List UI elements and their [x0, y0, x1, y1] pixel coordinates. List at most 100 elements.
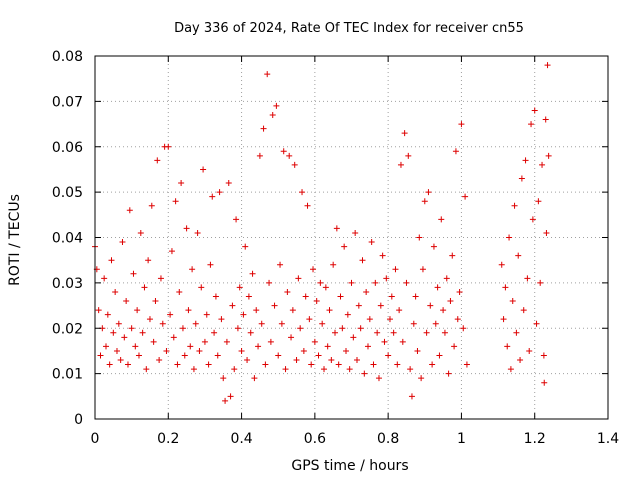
data-point: [363, 288, 370, 295]
data-point: [218, 316, 225, 323]
y-tick-labels: 0 0.01 0.02 0.03 0.04 0.05 0.06 0.07 0.08: [52, 49, 83, 428]
data-point: [200, 166, 207, 173]
y-tick-label: 0.02: [52, 321, 83, 337]
data-point: [134, 307, 141, 314]
data-point: [364, 343, 371, 350]
data-point: [328, 357, 335, 364]
data-point: [502, 284, 509, 291]
data-point: [214, 352, 221, 359]
data-point: [407, 366, 414, 373]
data-point: [386, 316, 393, 323]
data-point: [430, 243, 437, 250]
data-point: [374, 329, 381, 336]
data-point: [543, 229, 550, 236]
data-point: [176, 288, 183, 295]
data-point: [452, 148, 459, 155]
data-point: [405, 152, 412, 159]
data-point: [436, 352, 443, 359]
data-point: [278, 320, 285, 327]
data-point: [190, 366, 197, 373]
data-point: [353, 357, 360, 364]
data-point: [397, 161, 404, 168]
data-point: [148, 202, 155, 209]
data-point: [249, 270, 256, 277]
data-point: [390, 329, 397, 336]
data-point: [339, 325, 346, 332]
data-point: [271, 302, 278, 309]
data-point: [123, 298, 130, 305]
data-point: [423, 329, 430, 336]
data-point: [245, 293, 252, 300]
y-tick-label: 0.04: [52, 231, 83, 247]
data-point: [102, 343, 109, 350]
y-tick-label: 0: [74, 412, 83, 428]
data-point: [170, 334, 177, 341]
data-point: [357, 325, 364, 332]
data-point: [104, 311, 111, 318]
data-point: [507, 366, 514, 373]
data-point: [410, 320, 417, 327]
data-point: [414, 347, 421, 354]
data-point: [244, 357, 251, 364]
y-axis-label: ROTI / TECUs: [7, 194, 23, 286]
data-point: [528, 121, 535, 128]
data-point: [524, 275, 531, 282]
data-point: [544, 62, 551, 69]
data-point: [277, 261, 284, 268]
data-point: [293, 357, 300, 364]
data-point: [541, 379, 548, 386]
data-point: [130, 270, 137, 277]
data-point: [344, 311, 351, 318]
data-point: [392, 266, 399, 273]
data-point: [284, 288, 291, 295]
data-point: [515, 252, 522, 259]
data-point: [319, 320, 326, 327]
data-point: [260, 125, 267, 132]
data-point: [341, 243, 348, 250]
data-point: [540, 352, 547, 359]
data-point: [165, 143, 172, 150]
data-point: [427, 302, 434, 309]
data-point: [518, 175, 525, 182]
data-point: [288, 334, 295, 341]
data-point: [539, 161, 546, 168]
data-point: [361, 370, 368, 377]
data-point: [429, 361, 436, 368]
data-point: [258, 320, 265, 327]
data-point: [211, 329, 218, 336]
data-point: [185, 307, 192, 314]
data-point: [150, 338, 157, 345]
data-point: [451, 343, 458, 350]
data-point: [216, 189, 223, 196]
data-point: [355, 302, 362, 309]
data-point: [106, 361, 113, 368]
data-point: [157, 275, 164, 282]
data-point: [401, 130, 408, 137]
data-point: [324, 343, 331, 350]
data-point: [346, 366, 353, 373]
data-point: [322, 284, 329, 291]
data-point: [222, 397, 229, 404]
data-point: [178, 180, 185, 187]
data-point: [203, 311, 210, 318]
data-point: [234, 325, 241, 332]
data-point: [408, 393, 415, 400]
data-point: [295, 275, 302, 282]
data-point: [156, 357, 163, 364]
data-point: [335, 361, 342, 368]
data-point: [443, 275, 450, 282]
data-point: [152, 298, 159, 305]
data-point: [463, 361, 470, 368]
y-tick-label: 0.08: [52, 49, 83, 65]
x-tick-label: 1: [457, 431, 466, 447]
data-point: [269, 111, 276, 118]
data-point: [110, 329, 117, 336]
data-point: [251, 375, 258, 382]
data-point: [504, 343, 511, 350]
x-tick-label: 0.2: [157, 431, 179, 447]
data-point: [192, 320, 199, 327]
data-point: [95, 307, 102, 314]
data-point: [289, 307, 296, 314]
data-point: [198, 284, 205, 291]
data-point: [526, 347, 533, 354]
